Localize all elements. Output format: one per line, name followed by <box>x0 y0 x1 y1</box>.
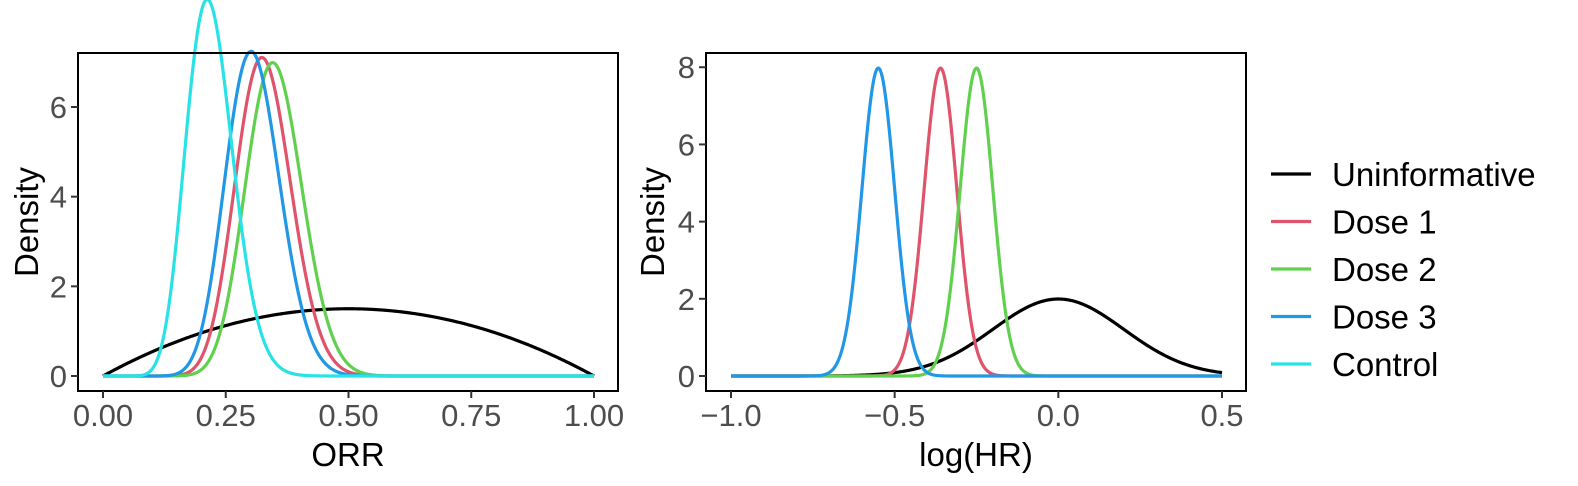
y-tick-label: 6 <box>50 90 67 125</box>
y-tick-label: 0 <box>678 359 695 394</box>
orr-density-panel: 0.00 0.25 0.50 0.75 1.00 0 2 4 6 ORR Density <box>8 0 624 473</box>
series-line-dose-3 <box>102 49 595 378</box>
legend-label-dose-2: Dose 2 <box>1332 251 1437 288</box>
loghr-density-panel: −1.0 −0.5 0.0 0.5 0 2 4 6 8 log(HR) Density <box>634 50 1247 473</box>
loghr-x-axis: −1.0 −0.5 0.0 0.5 <box>700 391 1244 433</box>
x-tick-label: 0.50 <box>318 398 378 433</box>
y-tick-label: 6 <box>678 127 695 162</box>
y-tick-label: 8 <box>678 50 695 85</box>
y-tick-label: 4 <box>50 180 67 215</box>
x-tick-label: 0.00 <box>73 398 133 433</box>
orr-y-axis-title: Density <box>8 166 45 277</box>
legend-label-dose-1: Dose 1 <box>1332 204 1437 241</box>
series-line-dose-2 <box>730 66 1223 378</box>
x-tick-label: −0.5 <box>864 398 925 433</box>
y-tick-label: 2 <box>678 282 695 317</box>
series-line-dose-3 <box>730 66 1223 378</box>
loghr-curves <box>730 66 1223 378</box>
legend-label-dose-3: Dose 3 <box>1332 299 1437 336</box>
series-line-uninformative <box>102 307 595 378</box>
loghr-x-axis-title: log(HR) <box>919 436 1033 473</box>
orr-y-axis: 0 2 4 6 <box>50 90 78 394</box>
y-tick-label: 2 <box>50 269 67 304</box>
x-tick-label: 0.5 <box>1200 398 1243 433</box>
series-line-dose-1 <box>730 66 1223 378</box>
y-tick-label: 4 <box>678 205 695 240</box>
legend-label-uninformative: Uninformative <box>1332 156 1536 193</box>
x-tick-label: 0.75 <box>441 398 501 433</box>
x-tick-label: 0.25 <box>196 398 256 433</box>
series-line-dose-2 <box>102 61 595 378</box>
series-line-uninformative <box>730 297 1223 378</box>
x-tick-label: 0.0 <box>1037 398 1080 433</box>
loghr-y-axis: 0 2 4 6 8 <box>678 50 706 394</box>
legend: Uninformative Dose 1 Dose 2 Dose 3 Control <box>1271 156 1536 383</box>
orr-x-axis: 0.00 0.25 0.50 0.75 1.00 <box>73 391 624 433</box>
series-line-control <box>102 0 595 378</box>
orr-curves <box>102 0 595 378</box>
loghr-y-axis-title: Density <box>634 166 671 277</box>
series-line-dose-1 <box>102 55 595 378</box>
legend-label-control: Control <box>1332 346 1438 383</box>
orr-x-axis-title: ORR <box>311 436 384 473</box>
orr-plot-frame <box>77 52 619 392</box>
y-tick-label: 0 <box>50 359 67 394</box>
x-tick-label: −1.0 <box>700 398 761 433</box>
x-tick-label: 1.00 <box>564 398 624 433</box>
